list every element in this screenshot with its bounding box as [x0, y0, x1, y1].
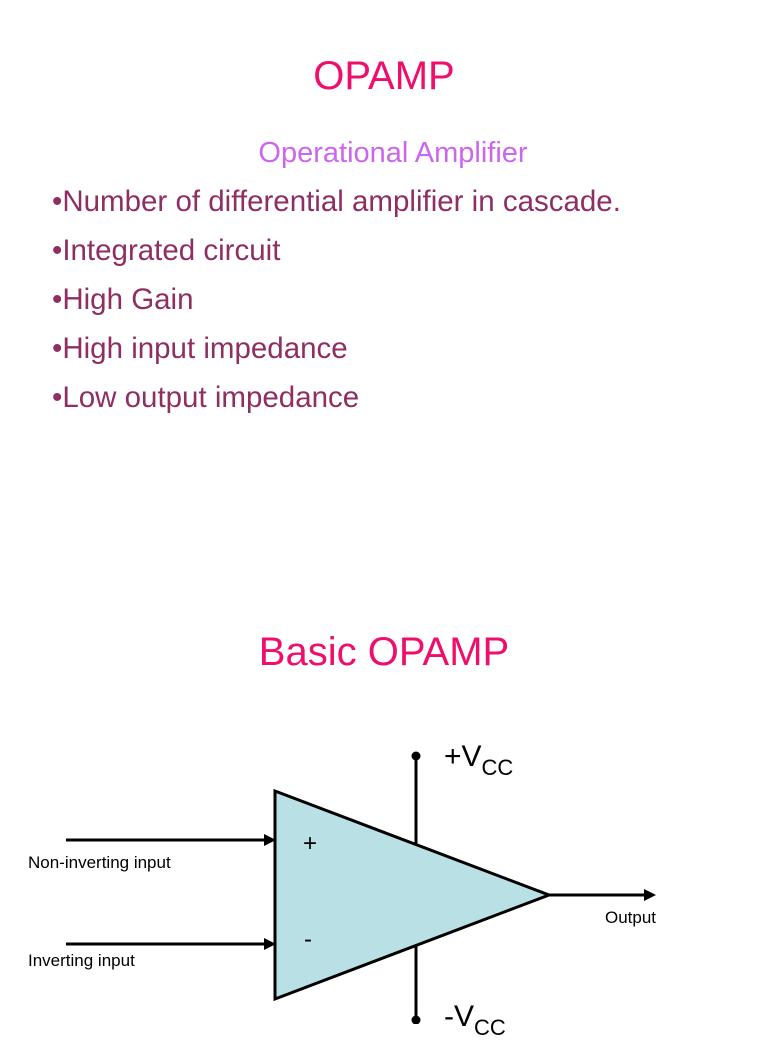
non-inverting-input-label: Non-inverting input	[28, 853, 171, 872]
vcc-positive-terminal	[411, 751, 421, 761]
vcc-negative-terminal	[411, 1015, 421, 1024]
vcc-positive-sub: CC	[481, 755, 514, 780]
bullet-list: •Number of differential amplifier in cas…	[52, 184, 621, 429]
vcc-negative-sub: CC	[474, 1015, 506, 1040]
vcc-positive-prefix: +V	[444, 740, 482, 773]
bullet-item: •Integrated circuit	[52, 234, 281, 267]
output-label: Output	[605, 908, 657, 927]
vcc-negative-label: -VCC	[444, 1002, 506, 1039]
minus-sign: -	[304, 926, 312, 953]
inverting-input-label: Inverting input	[28, 951, 135, 970]
plus-sign: +	[303, 830, 318, 857]
slide-title: Basic OPAMP	[258, 630, 510, 674]
bullet-item: •Number of differential amplifier in cas…	[52, 185, 621, 218]
arrowhead	[644, 889, 656, 901]
arrowhead	[264, 834, 276, 846]
arrowhead	[264, 938, 276, 950]
bullet-item: •Low output impedance	[52, 381, 360, 414]
bullet-item: •High Gain	[52, 283, 194, 316]
bullet-item: •High input impedance	[52, 332, 348, 365]
vcc-positive-label: +VCC	[444, 742, 513, 779]
slide-title: OPAMP	[313, 54, 455, 98]
slide-subtitle: Operational Amplifier	[258, 137, 528, 169]
vcc-negative-prefix: -V	[444, 1000, 474, 1033]
opamp-triangle	[273, 788, 554, 1002]
